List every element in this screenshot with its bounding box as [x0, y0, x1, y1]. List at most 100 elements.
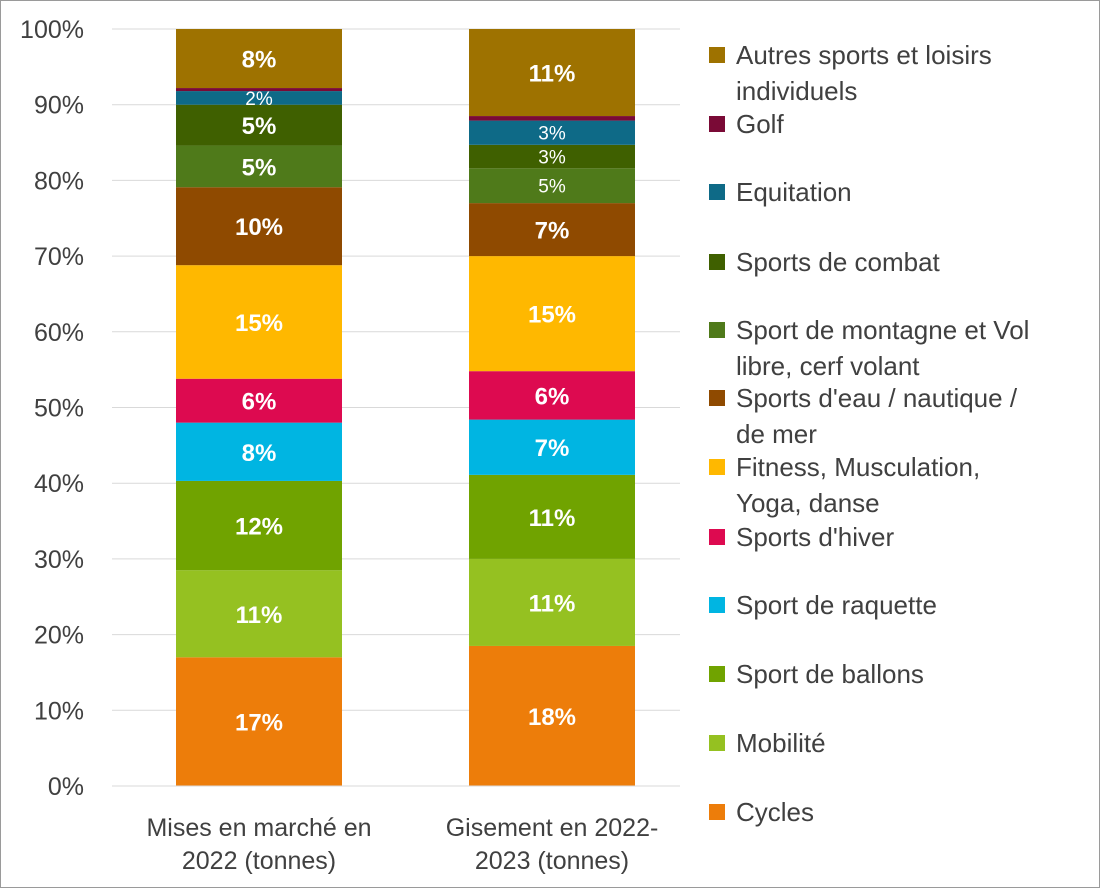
legend-label: Sport de raquette: [736, 590, 937, 620]
legend-item: Sports d'eau / nautique / de mer: [709, 383, 1018, 449]
bar-segment: [176, 29, 342, 89]
legend-item: Sports d'hiver: [709, 522, 894, 552]
legend-swatch: [709, 666, 725, 682]
legend-item: Sports de combat: [709, 247, 941, 277]
data-label: 12%: [235, 514, 283, 541]
legend-label: Autres sports et loisirs individuels: [736, 40, 992, 106]
bar-segment: [176, 480, 342, 571]
y-tick-label: 20%: [34, 622, 84, 650]
y-tick-label: 80%: [34, 167, 84, 195]
data-label: 11%: [529, 590, 576, 617]
data-label: 3%: [538, 124, 566, 145]
y-tick-label: 90%: [34, 92, 84, 120]
data-label: 5%: [538, 177, 566, 198]
legend-item: Equitation: [709, 177, 852, 207]
data-label: 15%: [235, 310, 283, 337]
bar-segment: [469, 168, 635, 204]
x-axis: Mises en marché en 2022 (tonnes) Gisement …: [112, 785, 680, 875]
data-label: 5%: [242, 113, 277, 140]
legend-swatch: [709, 47, 725, 63]
data-label: 15%: [528, 302, 576, 329]
data-label: 2%: [245, 89, 273, 110]
legend-label: Sport de ballons: [736, 659, 924, 689]
legend-swatch: [709, 390, 725, 406]
legend-item: Fitness, Musculation, Yoga, danse: [709, 452, 980, 518]
data-label: 7%: [535, 218, 570, 245]
data-label: 18%: [528, 704, 576, 731]
legend-label: Sport de montagne et Vol libre, cerf vola…: [736, 315, 1029, 381]
legend-label: Sports de combat: [736, 247, 941, 277]
x-category-label: Gisement en 2022-2023 (tonnes): [446, 814, 659, 875]
bar-segment: [469, 474, 635, 559]
bar-segment: [176, 265, 342, 379]
legend-swatch: [709, 529, 725, 545]
legend-swatch: [709, 254, 725, 270]
x-category-label: Mises en marché en 2022 (tonnes): [146, 814, 371, 875]
data-label: 7%: [535, 435, 570, 462]
y-tick-label: 100%: [20, 16, 84, 44]
data-label: 3%: [538, 148, 566, 169]
legend-label: Equitation: [736, 177, 852, 207]
bar-segment: [469, 419, 635, 475]
legend-swatch: [709, 184, 725, 200]
bar-segment: [176, 104, 342, 146]
bar-segment: [176, 378, 342, 423]
legend-swatch: [709, 116, 725, 132]
data-label: 17%: [235, 710, 283, 737]
bar-segment: [176, 657, 342, 786]
legend-item: Autres sports et loisirs individuels: [709, 40, 992, 106]
bar-segment: [176, 570, 342, 658]
legend-label: Mobilité: [736, 728, 826, 758]
legend-item: Golf: [709, 109, 784, 139]
bar-segment: [469, 558, 635, 646]
bar-segment: [469, 29, 635, 117]
y-tick-label: 60%: [34, 319, 84, 347]
data-label: 11%: [236, 602, 283, 629]
y-tick-label: 40%: [34, 470, 84, 498]
bar-stack: 17% 11% 12% 8% 6% 15% 10% 5% 5% 2% 8%: [176, 29, 342, 786]
data-label: 11%: [529, 61, 576, 88]
legend-swatch: [709, 735, 725, 751]
legend-item: Cycles: [709, 797, 814, 827]
data-label: 8%: [242, 47, 277, 74]
legend-swatch: [709, 804, 725, 820]
data-label: 6%: [535, 383, 570, 410]
y-tick-label: 10%: [34, 697, 84, 725]
legend-swatch: [709, 597, 725, 613]
y-tick-label: 50%: [34, 395, 84, 423]
bar-segment: [469, 203, 635, 257]
y-tick-label: 0%: [48, 773, 84, 801]
y-axis: 0% 10% 20% 30% 40% 50% 60% 70% 80% 90% 100%: [20, 16, 84, 801]
legend-label: Fitness, Musculation, Yoga, danse: [736, 452, 980, 518]
bar-segment: [469, 144, 635, 169]
bar-segment: [469, 256, 635, 372]
bar-segment: [176, 187, 342, 266]
bar-stack: 18% 11% 11% 7% 6% 15% 7% 5% 3% 3% 11%: [469, 29, 635, 786]
data-label: 10%: [235, 214, 283, 241]
legend-label: Cycles: [736, 797, 814, 827]
legend-label: Golf: [736, 109, 784, 139]
legend-label: Sports d'eau / nautique / de mer: [736, 383, 1018, 449]
bar-segment: [176, 145, 342, 188]
bar-segment: [176, 88, 342, 92]
data-label: 6%: [242, 389, 277, 416]
bars: 17% 11% 12% 8% 6% 15% 10% 5% 5% 2% 8% 18% 11% 11% 7% 6%…: [176, 29, 635, 786]
legend-swatch: [709, 459, 725, 475]
y-tick-label: 70%: [34, 243, 84, 271]
bar-segment: [176, 422, 342, 481]
legend-item: Sport de montagne et Vol libre, cerf vola…: [709, 315, 1029, 381]
legend-item: Mobilité: [709, 728, 826, 758]
bar-segment: [469, 116, 635, 121]
bar-segment: [469, 371, 635, 420]
legend-item: Sport de raquette: [709, 590, 937, 620]
legend-item: Sport de ballons: [709, 659, 924, 689]
legend-swatch: [709, 322, 725, 338]
bar-segment: [469, 645, 635, 786]
data-label: 5%: [242, 154, 277, 181]
y-tick-label: 30%: [34, 546, 84, 574]
data-label: 11%: [529, 505, 576, 532]
bar-segment: [469, 120, 635, 145]
data-label: 8%: [242, 440, 277, 467]
